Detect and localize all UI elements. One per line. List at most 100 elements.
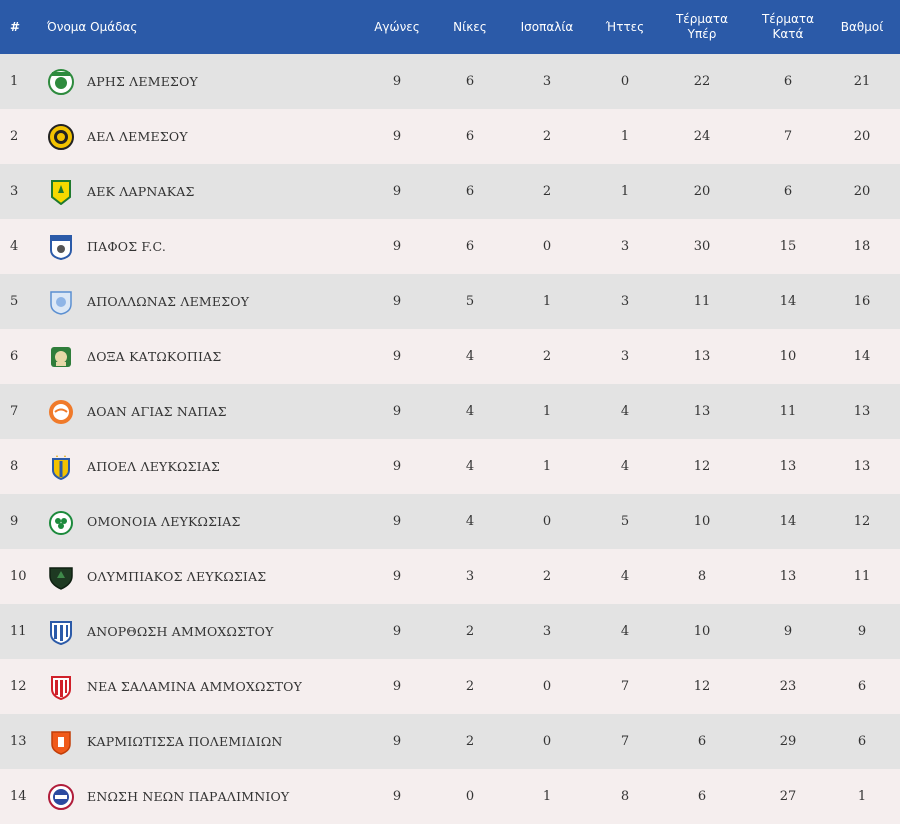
points-cell: 11 <box>853 569 871 584</box>
goals-against-cell: 7 <box>783 129 793 144</box>
table-row: 12 ΝΕΑ ΣΑΛΑΜΙΝΑ ΑΜΜΟΧΩΣΤΟΥ 9 2 0 7 12 23 6 <box>0 659 900 714</box>
ael-limassol-logo <box>47 123 75 151</box>
draws-cell: 0 <box>542 514 552 529</box>
losses-cell: 7 <box>620 679 630 694</box>
losses-cell: 4 <box>620 404 630 419</box>
points-cell: 13 <box>853 459 871 474</box>
karmiotissa-logo <box>47 728 75 756</box>
points-cell: 18 <box>853 239 871 254</box>
games-cell: 9 <box>392 514 402 529</box>
rank-cell: 11 <box>10 624 27 639</box>
team-name: ΑΕΚ ΛΑΡΝΑΚΑΣ <box>87 184 195 199</box>
points-cell: 16 <box>853 294 871 309</box>
team-name: ΑΕΛ ΛΕΜΕΣΟΥ <box>87 129 188 144</box>
rank-cell: 14 <box>10 789 27 804</box>
draws-cell: 0 <box>542 734 552 749</box>
rank-cell: 6 <box>10 349 19 364</box>
enp-paralimni-logo <box>47 783 75 811</box>
losses-cell: 4 <box>620 624 630 639</box>
points-cell: 1 <box>857 789 867 804</box>
points-cell: 12 <box>853 514 871 529</box>
draws-cell: 3 <box>542 624 552 639</box>
draws-cell: 1 <box>542 294 552 309</box>
team-cell: ΝΕΑ ΣΑΛΑΜΙΝΑ ΑΜΜΟΧΩΣΤΟΥ <box>47 659 302 714</box>
team-cell: ΑΕΛ ΛΕΜΕΣΟΥ <box>47 109 188 164</box>
wins-cell: 2 <box>465 679 475 694</box>
header-draws: Ισοπαλία <box>520 19 574 34</box>
wins-cell: 4 <box>465 514 475 529</box>
header-rank: # <box>10 20 21 34</box>
team-cell: ΑΝΟΡΘΩΣΗ ΑΜΜΟΧΩΣΤΟΥ <box>47 604 274 659</box>
goals-for-cell: 6 <box>697 789 707 804</box>
header-games: Αγώνες <box>374 19 420 34</box>
wins-cell: 4 <box>465 404 475 419</box>
games-cell: 9 <box>392 129 402 144</box>
rank-cell: 2 <box>10 129 19 144</box>
wins-cell: 6 <box>465 239 475 254</box>
wins-cell: 6 <box>465 184 475 199</box>
team-cell: ΚΑΡΜΙΩΤΙΣΣΑ ΠΟΛΕΜΙΔΙΩΝ <box>47 714 283 769</box>
team-cell: ΔΟΞΑ ΚΑΤΩΚΟΠΙΑΣ <box>47 329 221 384</box>
aris-limassol-logo <box>47 68 75 96</box>
goals-against-cell: 14 <box>779 514 797 529</box>
team-cell: ΠΑΦΟΣ F.C. <box>47 219 166 274</box>
team-name: ΔΟΞΑ ΚΑΤΩΚΟΠΙΑΣ <box>87 349 222 364</box>
wins-cell: 0 <box>465 789 475 804</box>
table-row: 8 ΑΠΟΕΛ ΛΕΥΚΩΣΙΑΣ 9 4 1 4 12 13 13 <box>0 439 900 494</box>
header-losses: Ήττες <box>605 19 645 34</box>
goals-against-cell: 11 <box>779 404 797 419</box>
header-wins: Νίκες <box>453 19 487 34</box>
rank-cell: 3 <box>10 184 19 199</box>
draws-cell: 2 <box>542 184 552 199</box>
team-cell: ΑΠΟΕΛ ΛΕΥΚΩΣΙΑΣ <box>47 439 220 494</box>
team-name: ΠΑΦΟΣ F.C. <box>87 239 167 254</box>
rank-cell: 12 <box>10 679 27 694</box>
team-name: ΑΟΑΝ ΑΓΙΑΣ ΝΑΠΑΣ <box>87 404 227 419</box>
draws-cell: 2 <box>542 349 552 364</box>
draws-cell: 0 <box>542 679 552 694</box>
goals-for-cell: 6 <box>697 734 707 749</box>
games-cell: 9 <box>392 239 402 254</box>
table-row: 14 ΕΝΩΣΗ ΝΕΩΝ ΠΑΡΑΛΙΜΝΙΟΥ 9 0 1 8 6 27 1 <box>0 769 900 824</box>
goals-for-cell: 13 <box>693 404 711 419</box>
draws-cell: 2 <box>542 129 552 144</box>
goals-against-cell: 14 <box>779 294 797 309</box>
goals-for-cell: 13 <box>693 349 711 364</box>
apoel-logo <box>47 453 75 481</box>
team-name: ΑΠΟΕΛ ΛΕΥΚΩΣΙΑΣ <box>87 459 221 474</box>
team-name: ΕΝΩΣΗ ΝΕΩΝ ΠΑΡΑΛΙΜΝΙΟΥ <box>87 789 290 804</box>
draws-cell: 1 <box>542 789 552 804</box>
games-cell: 9 <box>392 184 402 199</box>
losses-cell: 1 <box>620 184 630 199</box>
team-cell: ΟΜΟΝΟΙΑ ΛΕΥΚΩΣΙΑΣ <box>47 494 241 549</box>
losses-cell: 8 <box>620 789 630 804</box>
goals-for-cell: 10 <box>693 514 711 529</box>
goals-against-cell: 6 <box>783 184 793 199</box>
table-row: 7 ΑΟΑΝ ΑΓΙΑΣ ΝΑΠΑΣ 9 4 1 4 13 11 13 <box>0 384 900 439</box>
team-cell: ΑΡΗΣ ΛΕΜΕΣΟΥ <box>47 54 198 109</box>
team-cell: ΑΟΑΝ ΑΓΙΑΣ ΝΑΠΑΣ <box>47 384 227 439</box>
apollon-limassol-logo <box>47 288 75 316</box>
draws-cell: 0 <box>542 239 552 254</box>
goals-for-cell: 20 <box>693 184 711 199</box>
games-cell: 9 <box>392 294 402 309</box>
omonoia-logo <box>47 508 75 536</box>
goals-against-cell: 29 <box>779 734 797 749</box>
points-cell: 6 <box>857 679 867 694</box>
rank-cell: 10 <box>10 569 27 584</box>
table-row: 6 ΔΟΞΑ ΚΑΤΩΚΟΠΙΑΣ 9 4 2 3 13 10 14 <box>0 329 900 384</box>
team-name: ΑΝΟΡΘΩΣΗ ΑΜΜΟΧΩΣΤΟΥ <box>87 624 274 639</box>
aek-larnaca-logo <box>47 178 75 206</box>
goals-against-cell: 13 <box>779 459 797 474</box>
losses-cell: 4 <box>620 459 630 474</box>
points-cell: 6 <box>857 734 867 749</box>
goals-against-cell: 27 <box>779 789 797 804</box>
losses-cell: 3 <box>620 239 630 254</box>
points-cell: 20 <box>853 184 871 199</box>
rank-cell: 1 <box>10 74 19 89</box>
goals-against-cell: 6 <box>783 74 793 89</box>
losses-cell: 1 <box>620 129 630 144</box>
games-cell: 9 <box>392 404 402 419</box>
doxa-katokopias-logo <box>47 343 75 371</box>
points-cell: 14 <box>853 349 871 364</box>
